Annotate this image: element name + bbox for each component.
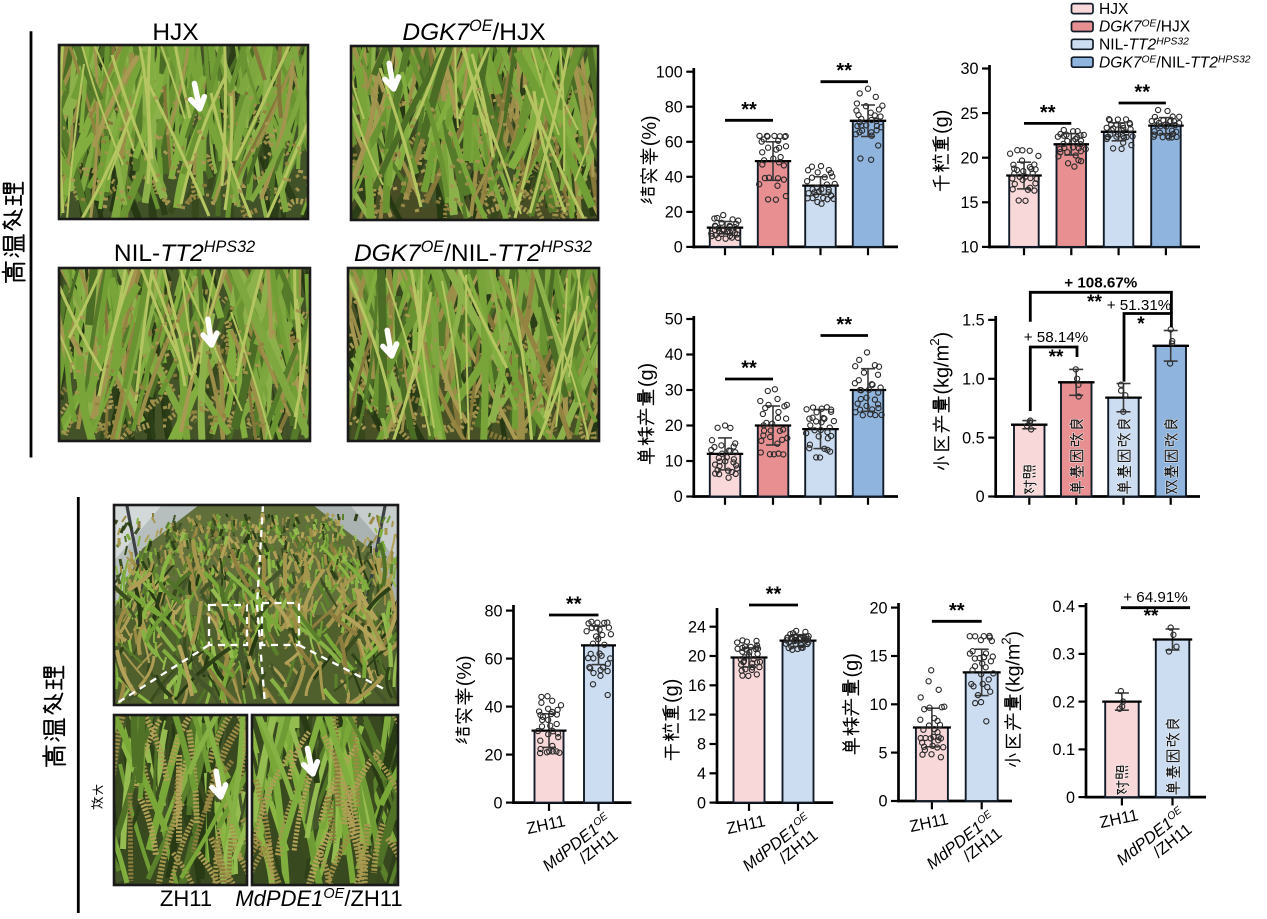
svg-text:80: 80	[665, 98, 683, 116]
svg-text:HJX: HJX	[1099, 1, 1129, 18]
svg-text:5: 5	[878, 744, 887, 762]
svg-text:+ 58.14%: + 58.14%	[1024, 329, 1089, 346]
svg-text:0.3: 0.3	[1052, 646, 1075, 664]
svg-text:10: 10	[869, 696, 887, 714]
svg-text:1.0: 1.0	[962, 371, 985, 389]
svg-text:20: 20	[484, 746, 502, 764]
svg-text:0.5: 0.5	[962, 429, 985, 447]
svg-text:+ 64.91%: + 64.91%	[1123, 589, 1188, 606]
svg-text:80: 80	[484, 602, 502, 620]
svg-text:0: 0	[878, 793, 887, 811]
svg-text:20: 20	[665, 417, 683, 435]
svg-text:20: 20	[869, 599, 887, 617]
svg-text:2: 2	[999, 637, 1014, 644]
svg-text:24: 24	[688, 618, 706, 636]
svg-text:*: *	[1137, 314, 1145, 335]
svg-text:HJX: HJX	[152, 19, 198, 46]
svg-text:+ 51.31%: + 51.31%	[1107, 297, 1172, 314]
svg-text:15: 15	[960, 194, 978, 212]
svg-text:**: **	[1049, 347, 1064, 368]
svg-text:(g): (g)	[931, 110, 953, 134]
svg-text:(kg/m: (kg/m	[1003, 644, 1025, 693]
svg-text:30: 30	[960, 60, 978, 78]
svg-text:NIL-TT2HPS32: NIL-TT2HPS32	[114, 238, 255, 267]
svg-text:DGK7OE/NIL-TT2HPS32: DGK7OE/NIL-TT2HPS32	[1099, 54, 1251, 72]
svg-text:0: 0	[493, 794, 502, 812]
svg-text:NIL-TT2HPS32: NIL-TT2HPS32	[1099, 36, 1189, 54]
svg-text:16: 16	[688, 677, 706, 695]
svg-text:0: 0	[697, 794, 706, 812]
svg-text:**: **	[566, 594, 582, 616]
svg-text:**: **	[949, 600, 965, 622]
svg-text:(g): (g)	[661, 679, 683, 703]
svg-text:30: 30	[665, 382, 683, 400]
svg-text:20: 20	[665, 204, 683, 222]
svg-text:60: 60	[484, 650, 502, 668]
svg-text:4: 4	[697, 765, 706, 783]
svg-text:**: **	[1087, 292, 1102, 313]
svg-text:8: 8	[697, 736, 706, 754]
svg-text:**: **	[741, 99, 757, 121]
svg-text:2: 2	[927, 338, 942, 345]
svg-text:0: 0	[1066, 789, 1075, 807]
svg-text:12: 12	[688, 706, 706, 724]
svg-text:**: **	[1134, 82, 1150, 104]
svg-text:**: **	[1144, 606, 1159, 627]
svg-text:**: **	[766, 584, 782, 606]
svg-text:0: 0	[976, 488, 985, 506]
svg-text:1.5: 1.5	[962, 312, 985, 330]
svg-text:0.1: 0.1	[1052, 741, 1075, 759]
svg-text:0: 0	[674, 488, 683, 506]
svg-text:15: 15	[869, 648, 887, 666]
svg-text:(g): (g)	[841, 653, 863, 677]
svg-text:ZH11: ZH11	[160, 886, 212, 911]
svg-text:MdPDE1OE/ZH11: MdPDE1OE/ZH11	[235, 886, 402, 911]
svg-text:40: 40	[665, 346, 683, 364]
svg-text:60: 60	[665, 133, 683, 151]
svg-text:50: 50	[665, 311, 683, 329]
svg-text:DGK7OE/HJX: DGK7OE/HJX	[1099, 18, 1191, 36]
svg-text:+ 108.67%: + 108.67%	[1064, 275, 1138, 292]
svg-text:): )	[931, 332, 953, 339]
svg-text:**: **	[741, 358, 757, 380]
svg-text:0.4: 0.4	[1052, 598, 1075, 616]
svg-text:40: 40	[484, 698, 502, 716]
svg-text:100: 100	[656, 63, 683, 81]
svg-text:10: 10	[665, 453, 683, 471]
svg-text:0: 0	[674, 239, 683, 257]
svg-text:(kg/m: (kg/m	[931, 345, 953, 395]
svg-text:20: 20	[688, 648, 706, 666]
svg-text:0.2: 0.2	[1052, 693, 1075, 711]
svg-text:(g): (g)	[636, 363, 658, 387]
svg-text:25: 25	[960, 105, 978, 123]
svg-text:): )	[1003, 631, 1025, 638]
svg-text:DGK7OE/HJX: DGK7OE/HJX	[402, 17, 545, 46]
svg-text:DGK7OE/NIL-TT2HPS32: DGK7OE/NIL-TT2HPS32	[354, 238, 592, 267]
svg-text:**: **	[836, 60, 852, 82]
svg-text:40: 40	[665, 169, 683, 187]
svg-text:(%): (%)	[639, 115, 661, 146]
svg-text:**: **	[1040, 102, 1056, 124]
svg-text:**: **	[836, 314, 852, 336]
svg-text:20: 20	[960, 149, 978, 167]
svg-text:(%): (%)	[454, 655, 476, 686]
svg-text:10: 10	[960, 239, 978, 257]
